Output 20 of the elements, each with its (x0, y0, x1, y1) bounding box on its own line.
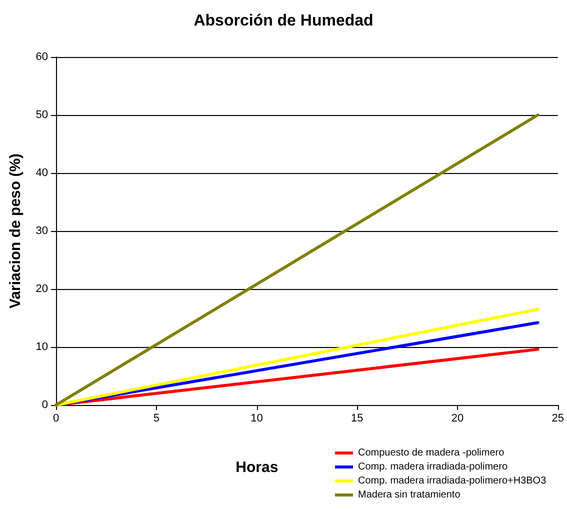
chart-title: Absorción de Humedad (194, 12, 374, 30)
y-axis-title: Variacion de peso (%) (7, 153, 24, 309)
x-tick-label: 25 (552, 412, 564, 424)
legend-label: Comp. madera irradiada-polimero+H3BO3 (358, 476, 547, 486)
y-tick-label: 0 (42, 399, 48, 411)
y-tick-label: 10 (36, 341, 48, 353)
y-tick-label: 50 (36, 109, 48, 121)
x-tick-label: 10 (250, 412, 263, 424)
legend-label: Compuesto de madera -polimero (358, 448, 505, 458)
x-tick-label: 20 (451, 412, 464, 424)
y-tick-label: 30 (36, 225, 48, 237)
y-tick-label: 40 (36, 167, 48, 179)
x-tick-label: 15 (351, 412, 364, 424)
y-tick-label: 20 (36, 283, 48, 295)
x-tick-label: 0 (52, 412, 60, 424)
x-tick-label: 5 (153, 412, 160, 424)
y-tick-label: 60 (36, 51, 48, 63)
legend-label: Comp. madera irradiada-polimero (358, 462, 508, 472)
legend-label: Madera sin tratamiento (358, 490, 461, 500)
x-axis-title: Horas (236, 459, 278, 476)
